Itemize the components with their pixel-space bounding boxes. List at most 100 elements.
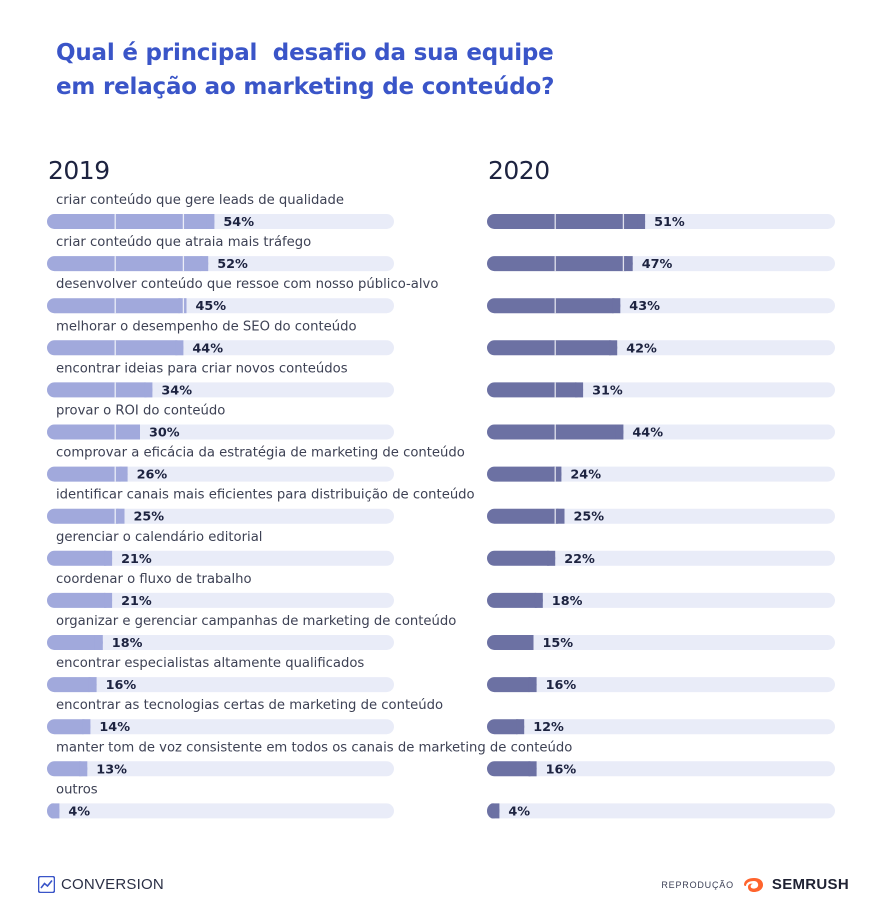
bar-2019-12 bbox=[47, 677, 97, 693]
bar-2020-8 bbox=[487, 508, 565, 524]
value-label-2020-11: 15% bbox=[543, 636, 574, 651]
category-label-10: coordenar o fluxo de trabalho bbox=[56, 572, 252, 587]
bar-track-2020-15 bbox=[487, 803, 835, 819]
value-label-2019-6: 30% bbox=[149, 426, 180, 441]
bar-2020-9 bbox=[487, 550, 556, 566]
bar-end-2019-1 bbox=[206, 214, 215, 229]
value-label-2019-14: 13% bbox=[96, 762, 127, 777]
bar-track-2019-8 bbox=[47, 508, 394, 524]
value-label-2020-13: 12% bbox=[533, 720, 564, 735]
bar-track-2020-10 bbox=[487, 592, 835, 608]
bar-end-2020-10 bbox=[534, 592, 543, 608]
bar-end-2020-5 bbox=[575, 382, 584, 398]
bar-2020-13 bbox=[487, 719, 525, 735]
bar-track-2020-7 bbox=[487, 466, 835, 482]
bar-track-2020-8 bbox=[487, 508, 835, 524]
bar-track-2019-12 bbox=[47, 677, 394, 693]
bar-2019-13 bbox=[47, 719, 91, 735]
bar-track-2020-12 bbox=[487, 677, 835, 693]
value-label-2019-4: 44% bbox=[192, 341, 223, 356]
bar-2020-10 bbox=[487, 592, 543, 608]
bar-2020-11 bbox=[487, 635, 534, 650]
bar-2019-10 bbox=[47, 592, 113, 608]
bar-track-2020-11 bbox=[487, 635, 835, 650]
value-label-2020-15: 4% bbox=[508, 804, 530, 819]
bar-end-2019-5 bbox=[144, 382, 153, 398]
bar-end-2019-7 bbox=[119, 466, 128, 482]
bar-2020-14 bbox=[487, 761, 537, 777]
value-label-2019-7: 26% bbox=[137, 468, 168, 483]
bar-end-2019-11 bbox=[94, 635, 103, 650]
bar-end-2020-7 bbox=[553, 466, 562, 482]
bar-end-2019-6 bbox=[132, 424, 140, 440]
bar-end-2020-8 bbox=[556, 508, 565, 524]
bar-2020-12 bbox=[487, 677, 537, 693]
value-label-2020-7: 24% bbox=[570, 468, 601, 483]
chart-title: Qual é principal desafio da sua equipe e… bbox=[56, 36, 554, 104]
value-label-2020-2: 47% bbox=[642, 257, 673, 272]
value-label-2020-8: 25% bbox=[574, 510, 605, 525]
title-line-2: em relação ao marketing de conteúdo? bbox=[56, 74, 555, 100]
bar-end-2019-4 bbox=[175, 340, 184, 356]
category-label-13: encontrar as tecnologias certas de marke… bbox=[56, 697, 443, 713]
value-label-2020-4: 42% bbox=[626, 341, 657, 356]
bar-2019-8 bbox=[47, 508, 125, 524]
bar-end-2019-13 bbox=[82, 719, 91, 735]
bar-end-2020-9 bbox=[547, 550, 556, 566]
value-label-2019-13: 14% bbox=[99, 720, 130, 735]
value-label-2020-3: 43% bbox=[629, 299, 660, 314]
semrush-brand-text: SEMRUSH bbox=[771, 876, 849, 893]
bar-end-2020-14 bbox=[528, 761, 537, 777]
bar-end-2020-11 bbox=[525, 635, 534, 650]
bar-end-2019-14 bbox=[79, 761, 88, 777]
category-label-7: comprovar a eficácia da estratégia de ma… bbox=[56, 445, 465, 461]
value-label-2020-10: 18% bbox=[552, 594, 583, 609]
bar-track-2019-7 bbox=[47, 466, 394, 482]
bar-2020-1 bbox=[487, 214, 646, 229]
category-label-11: organizar e gerenciar campanhas de marke… bbox=[56, 613, 456, 629]
bar-end-2020-12 bbox=[528, 677, 537, 693]
category-label-5: encontrar ideias para criar novos conteú… bbox=[56, 360, 348, 376]
category-label-8: identificar canais mais eficientes para … bbox=[56, 487, 475, 503]
bar-2020-3 bbox=[487, 298, 621, 314]
bar-2019-2 bbox=[47, 256, 209, 272]
category-label-4: melhorar o desempenho de SEO do conteúdo bbox=[56, 318, 357, 334]
bar-2019-1 bbox=[47, 214, 215, 229]
category-label-3: desenvolver conteúdo que ressoe com noss… bbox=[56, 276, 438, 292]
bar-2019-11 bbox=[47, 635, 103, 650]
value-label-2019-15: 4% bbox=[68, 804, 90, 819]
bar-end-2020-4 bbox=[609, 340, 618, 356]
conversion-logo: CONVERSION bbox=[38, 876, 164, 893]
value-label-2019-5: 34% bbox=[161, 383, 192, 398]
value-label-2019-10: 21% bbox=[121, 594, 152, 609]
category-label-15: outros bbox=[56, 782, 98, 797]
title-line-1: Qual é principal desafio da sua equipe bbox=[56, 40, 554, 66]
value-label-2019-2: 52% bbox=[217, 257, 248, 272]
bar-2019-6 bbox=[47, 424, 140, 440]
reproducao-label: REPRODUÇÃO bbox=[661, 879, 734, 890]
bar-end-2020-13 bbox=[516, 719, 525, 735]
value-label-2019-3: 45% bbox=[196, 299, 227, 314]
footer-credit: REPRODUÇÃO SEMRUSH bbox=[661, 876, 849, 893]
bar-2019-3 bbox=[47, 298, 187, 314]
category-label-14: manter tom de voz consistente em todos o… bbox=[56, 739, 572, 755]
year-label-2019: 2019 bbox=[48, 156, 110, 185]
bar-end-2019-9 bbox=[104, 550, 113, 566]
bar-end-2020-3 bbox=[612, 298, 621, 314]
year-label-2020: 2020 bbox=[488, 156, 550, 185]
bar-2020-4 bbox=[487, 340, 618, 356]
bar-2019-14 bbox=[47, 761, 88, 777]
bar-track-2020-14 bbox=[487, 761, 835, 777]
value-label-2020-5: 31% bbox=[592, 383, 623, 398]
bar-end-2019-12 bbox=[88, 677, 97, 693]
bar-end-2019-8 bbox=[116, 508, 125, 524]
semrush-flame-icon bbox=[743, 877, 763, 892]
conversion-brand-text: CONVERSION bbox=[61, 876, 164, 893]
value-label-2020-6: 44% bbox=[632, 426, 663, 441]
bar-track-2019-11 bbox=[47, 635, 394, 650]
value-label-2020-9: 22% bbox=[564, 552, 595, 567]
bar-2020-5 bbox=[487, 382, 584, 398]
category-label-1: criar conteúdo que gere leads de qualida… bbox=[56, 192, 344, 208]
value-label-2019-8: 25% bbox=[134, 510, 165, 525]
category-label-9: gerenciar o calendário editorial bbox=[56, 529, 262, 545]
